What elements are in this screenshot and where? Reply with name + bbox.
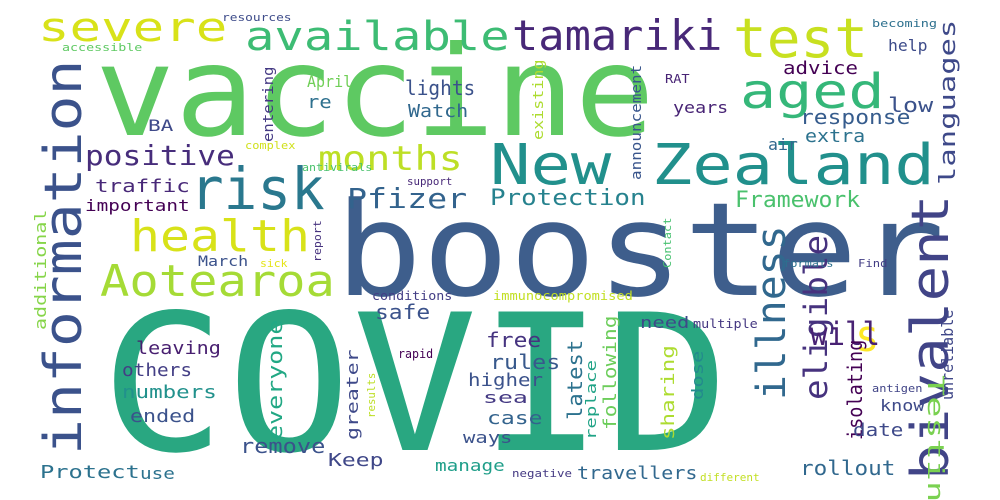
word-date: date	[853, 420, 904, 441]
word-use: use	[140, 464, 175, 483]
word-everyone: everyone	[263, 319, 287, 440]
word-entering: entering	[261, 66, 277, 142]
word-becoming: becoming	[872, 17, 937, 30]
word-announcement: announcement	[629, 64, 645, 180]
word-manage: manage	[435, 456, 505, 475]
word-conditions: conditions	[372, 289, 453, 303]
word-tamariki: tamariki	[512, 11, 723, 60]
word-support: support	[407, 175, 453, 188]
word-ways: ways	[463, 428, 513, 447]
word-lights: lights	[405, 76, 476, 100]
word-additional: additional	[31, 209, 50, 330]
word-contact: Contact	[661, 217, 674, 268]
word-ba: BA	[148, 116, 174, 135]
word-new-zealand: New Zealand	[490, 133, 935, 198]
word-aotearoa: Aotearoa	[100, 256, 335, 307]
word-protection: Protection	[490, 186, 646, 211]
word-negative: negative	[512, 467, 572, 480]
word-illness: illness	[749, 225, 795, 400]
word-booster: booster	[335, 174, 945, 326]
word-air: air	[768, 135, 798, 154]
word-antigen: antigen	[872, 382, 923, 395]
word-watch: Watch	[408, 101, 469, 122]
word-free: free	[486, 328, 542, 352]
word-rat: RAT	[665, 72, 690, 86]
word-advice: advice	[783, 58, 859, 79]
word-ended: ended	[130, 406, 196, 427]
word-numbers: numbers	[122, 382, 217, 403]
word-rules: rules	[490, 350, 561, 374]
word-traffic: traffic	[95, 176, 190, 197]
word-different: different	[700, 471, 760, 484]
word-low: low	[888, 93, 934, 117]
word-extra: extra	[805, 126, 866, 147]
word-re: re	[307, 92, 332, 113]
word-covid: COVID	[100, 274, 730, 495]
word-existing: existing	[531, 59, 547, 140]
word-april: April	[307, 72, 353, 91]
word-sharing: sharing	[658, 345, 679, 440]
word-greater: greater	[343, 349, 362, 440]
word-s: s	[855, 311, 880, 362]
word-framework: Framework	[735, 188, 861, 213]
word-safe: safe	[375, 300, 431, 324]
word-dose: dose	[688, 350, 707, 400]
word-positive: positive	[85, 139, 235, 172]
word-help: help	[888, 36, 928, 55]
word-keep: Keep	[328, 450, 384, 471]
word-report: report	[311, 220, 324, 262]
word-others: others	[122, 360, 193, 381]
word-antivirals: antivirals	[302, 161, 373, 174]
word-multiple: multiple	[693, 317, 758, 331]
word-health: health	[130, 211, 310, 262]
word-sea: sea	[483, 388, 528, 407]
word-rapid: rapid	[398, 347, 434, 361]
word-unreliable: unreliable	[938, 309, 957, 400]
word-replace: replace	[584, 359, 600, 440]
word-will: will	[810, 315, 881, 353]
word-higher: higher	[468, 370, 544, 391]
word-find: Find	[858, 257, 888, 270]
word-rollout: rollout	[800, 456, 896, 480]
word-resources: resources	[222, 11, 292, 24]
word-sick: sick	[260, 257, 288, 270]
word-immunocompromised: immunocompromised	[493, 289, 633, 303]
word-need: need	[640, 313, 690, 332]
word-leaving: leaving	[136, 338, 221, 359]
word-remove: remove	[240, 434, 326, 458]
word-languages: languages	[936, 19, 961, 186]
word-following: following	[600, 315, 621, 430]
word-severe: severe	[38, 5, 228, 51]
word-response: response	[800, 105, 911, 129]
word-latest: latest	[563, 339, 587, 420]
word-vaccine: vaccine	[95, 20, 655, 165]
word-pfizer: Pfizer	[347, 182, 468, 215]
word-case: case	[487, 408, 543, 429]
word-results: results	[365, 372, 378, 418]
word-travellers: travellers	[577, 463, 698, 484]
word-years: years	[673, 98, 729, 117]
word-march: March	[198, 254, 249, 270]
word-test: test	[733, 7, 869, 70]
word-know: know	[880, 396, 925, 415]
word-aged: aged	[740, 64, 885, 120]
word-risk: risk	[190, 155, 325, 223]
word-available: available	[245, 14, 510, 60]
word-protect: Protect	[40, 462, 140, 483]
word-complex: complex	[245, 139, 296, 152]
word-important: important	[85, 196, 190, 215]
word-months: months	[318, 139, 463, 179]
word-formats: formats	[783, 257, 834, 270]
word-accessible: accessible	[62, 41, 143, 54]
